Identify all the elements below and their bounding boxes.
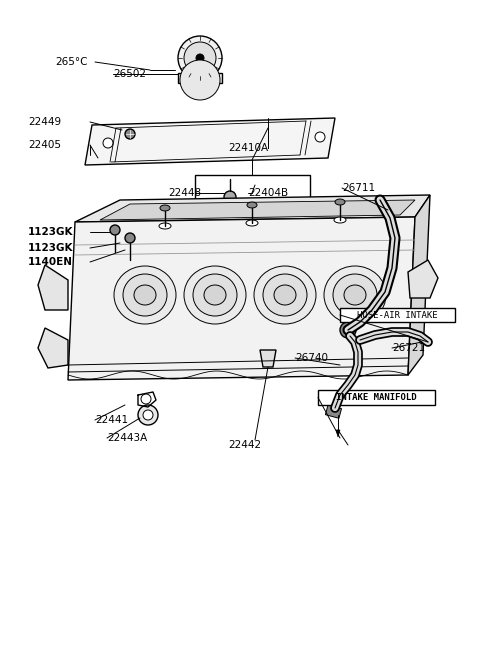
Text: 265°C: 265°C [55,57,87,67]
Text: 1123GK: 1123GK [28,243,73,253]
Ellipse shape [333,274,377,316]
Ellipse shape [204,285,226,305]
Bar [195,175,310,215]
Circle shape [180,60,220,100]
Ellipse shape [184,266,246,324]
Text: 1140EN: 1140EN [28,257,73,267]
Circle shape [138,405,158,425]
Circle shape [224,191,236,203]
Polygon shape [68,217,415,380]
Ellipse shape [159,223,171,229]
Text: 26711: 26711 [342,183,375,193]
Ellipse shape [263,274,307,316]
Bar [340,308,455,322]
Text: 1123GK: 1123GK [28,227,73,237]
Text: HOSE-AIR INTAKE: HOSE-AIR INTAKE [357,311,438,319]
Circle shape [178,36,222,80]
Ellipse shape [134,285,156,305]
Circle shape [196,54,204,62]
Ellipse shape [324,266,386,324]
Ellipse shape [247,202,257,208]
Ellipse shape [274,285,296,305]
Circle shape [340,322,356,338]
Polygon shape [336,430,340,437]
Polygon shape [75,195,430,222]
Text: 26740: 26740 [295,353,328,363]
Ellipse shape [335,199,345,205]
Text: 22441: 22441 [95,415,128,425]
Text: 26502: 26502 [113,69,146,79]
Text: INTAKE MANIFOLD: INTAKE MANIFOLD [336,393,417,402]
Polygon shape [85,118,335,165]
Polygon shape [38,328,68,368]
Text: 22448: 22448 [168,188,201,198]
Text: 22404B: 22404B [248,188,288,198]
Bar [318,390,435,405]
Bar [178,73,222,83]
Circle shape [110,225,120,235]
Circle shape [315,132,325,142]
Circle shape [125,129,135,139]
Text: 22405: 22405 [28,140,61,150]
Text: 22442: 22442 [228,440,261,450]
Ellipse shape [334,217,346,223]
Polygon shape [38,265,68,310]
Text: 22410A: 22410A [228,143,268,153]
Bar [325,405,342,419]
Ellipse shape [193,274,237,316]
Polygon shape [100,200,415,220]
Circle shape [141,394,151,404]
Circle shape [184,42,216,74]
Circle shape [143,410,153,420]
Ellipse shape [246,220,258,226]
Ellipse shape [344,285,366,305]
Ellipse shape [160,205,170,211]
Text: 22443A: 22443A [107,433,147,443]
Polygon shape [408,260,438,298]
Ellipse shape [123,274,167,316]
Ellipse shape [114,266,176,324]
Ellipse shape [254,266,316,324]
Circle shape [125,233,135,243]
Polygon shape [260,350,276,367]
Text: 22449: 22449 [28,117,61,127]
Polygon shape [408,195,430,375]
Circle shape [103,138,113,148]
Text: 26721: 26721 [392,343,425,353]
